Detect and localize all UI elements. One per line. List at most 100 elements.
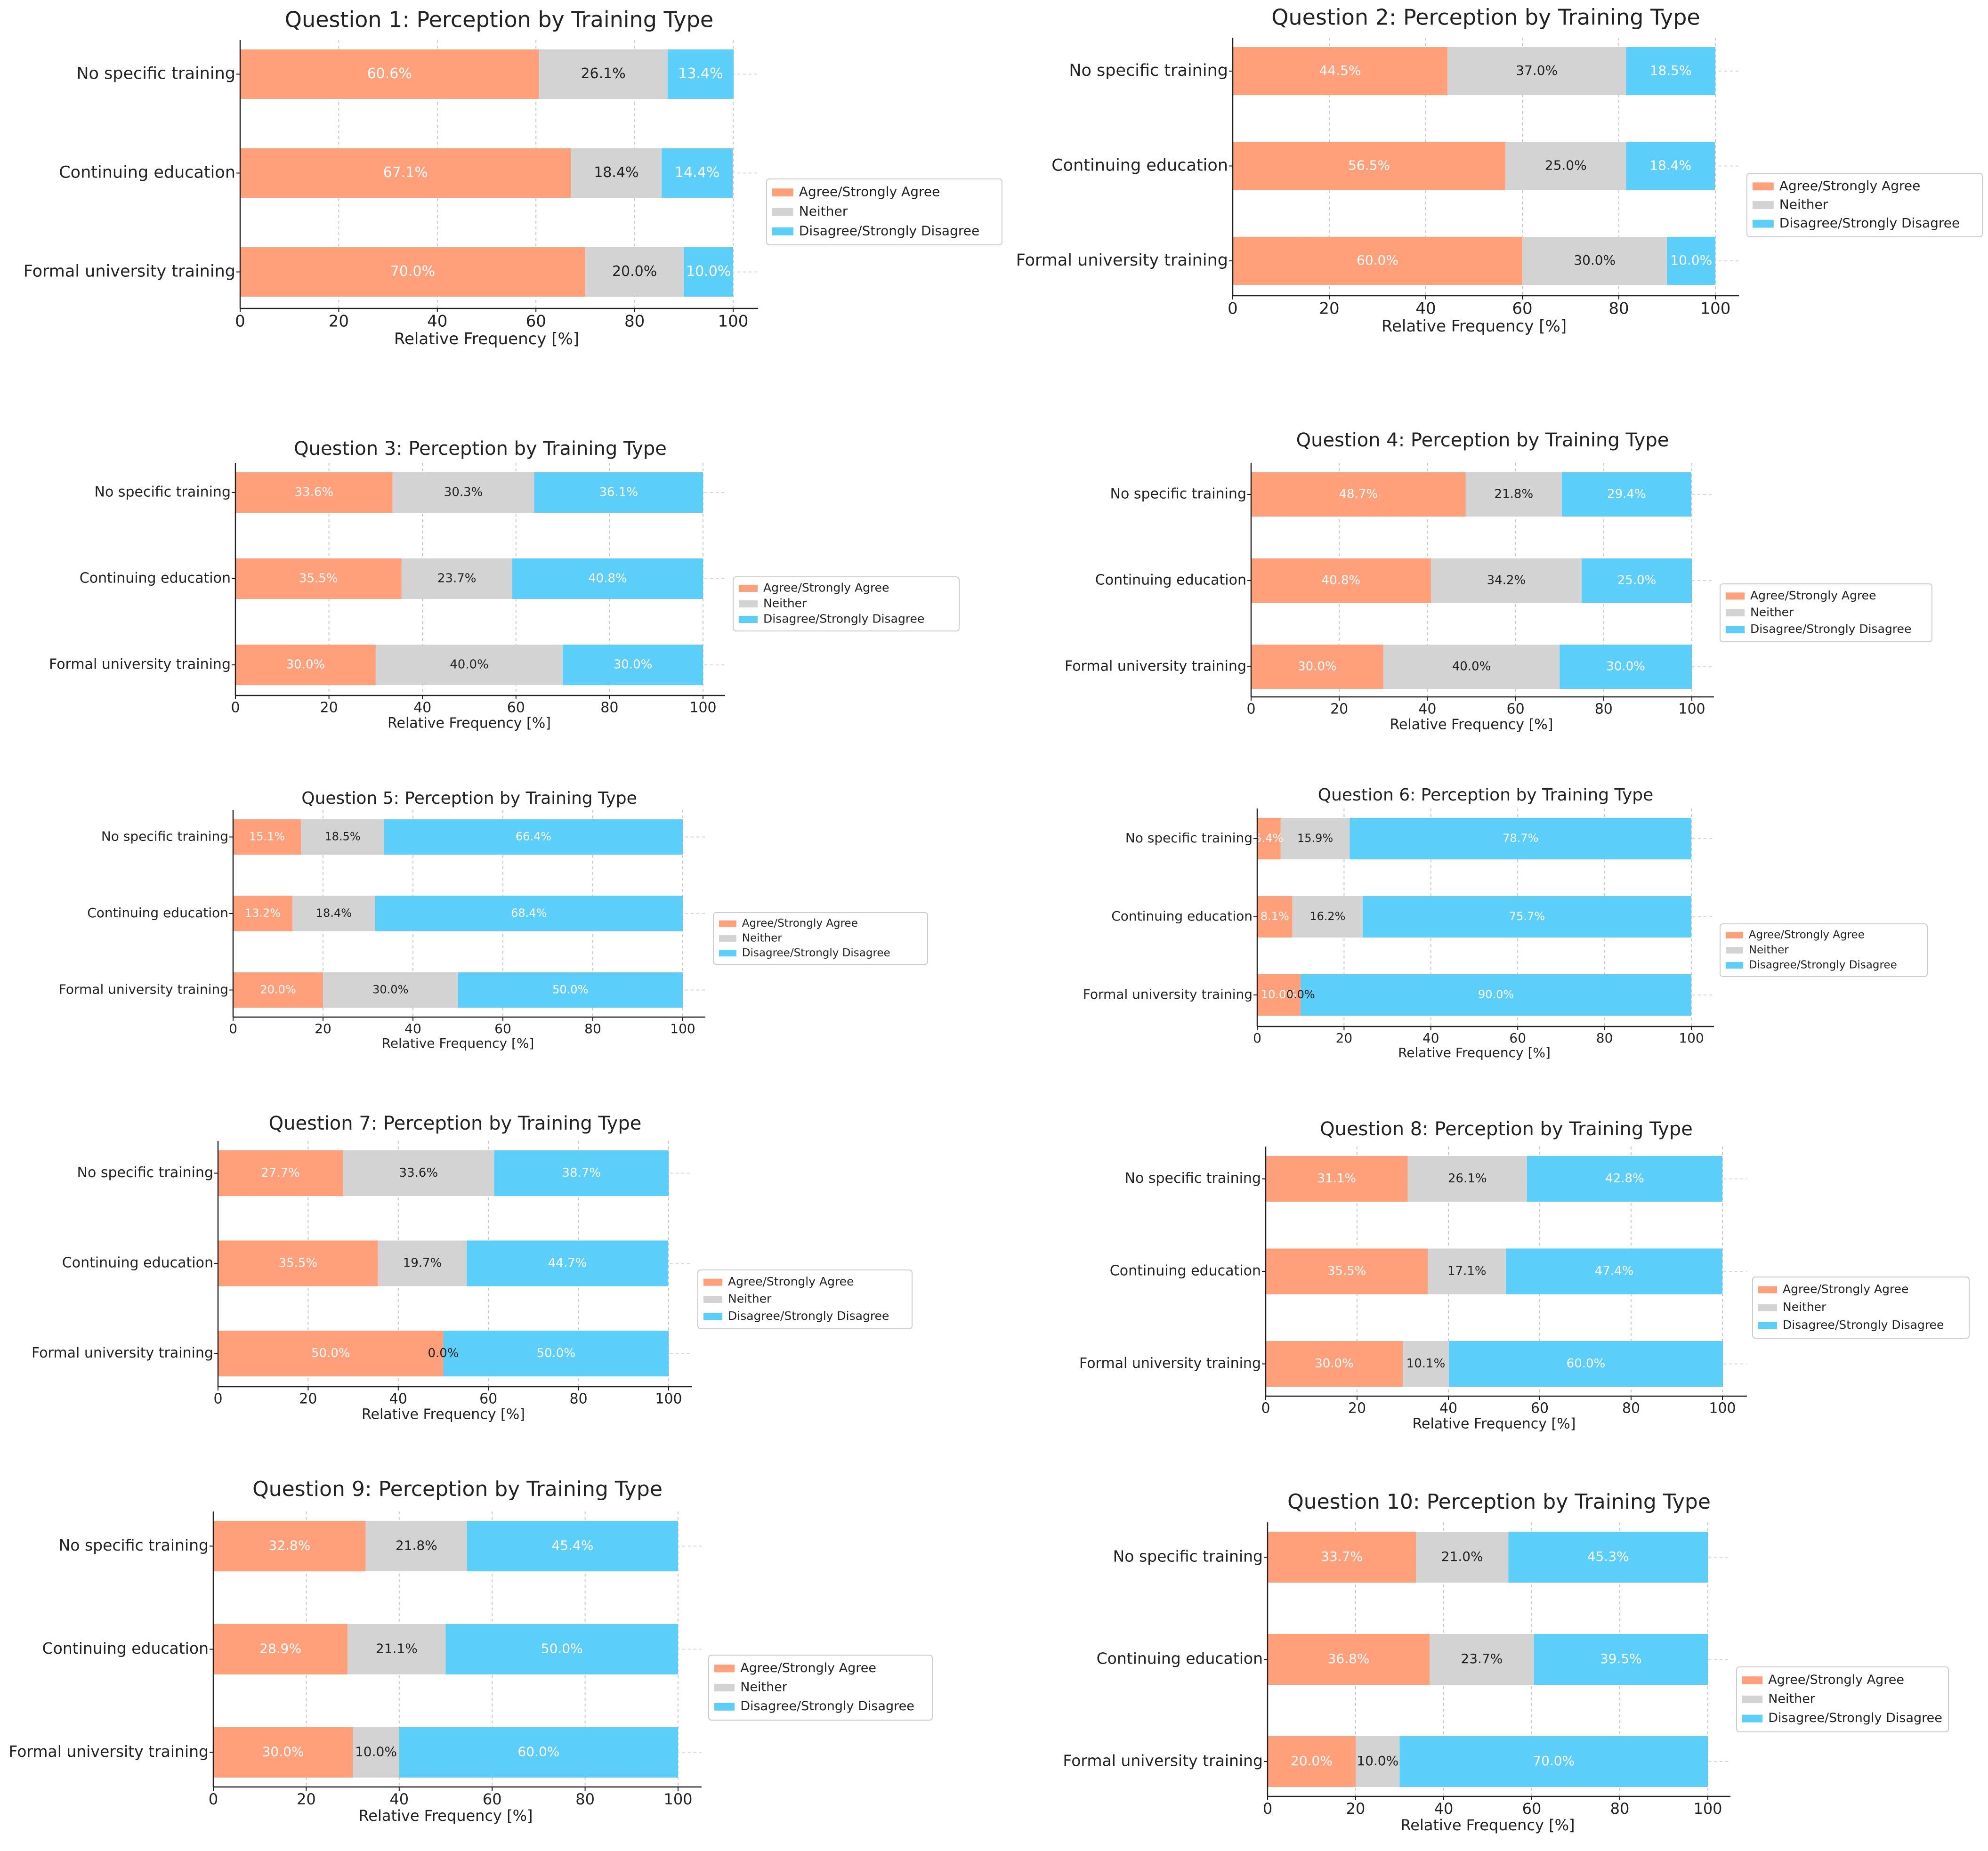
data-label: 50.0%: [536, 1346, 575, 1360]
data-label: 20.0%: [1291, 1753, 1333, 1769]
data-label: 36.1%: [599, 485, 638, 500]
x-tick-label: 20: [1348, 1400, 1366, 1417]
legend-swatch-disagree: [772, 227, 793, 235]
legend-frame: [1746, 173, 1983, 237]
no-specific-training-agree-segment: [235, 472, 393, 513]
formal-university-training-neither-segment: [323, 972, 458, 1008]
category-label: Continuing education: [80, 570, 231, 587]
continuing-education-agree-segment: [1233, 142, 1506, 190]
data-label: 34.2%: [1487, 574, 1526, 588]
data-label: 30.0%: [1315, 1357, 1354, 1371]
no-specific-training-neither-segment: [301, 819, 384, 855]
no-specific-training-agree-segment: [1268, 1532, 1416, 1583]
chart-question-10: Question 10: Perception by Training Type…: [1063, 1490, 1949, 1834]
data-label: 23.7%: [1461, 1651, 1503, 1666]
data-label: 30.0%: [286, 658, 325, 672]
data-label: 26.1%: [1448, 1172, 1487, 1186]
legend-swatch-disagree: [1753, 219, 1774, 228]
formal-university-training-agree-segment: [240, 247, 585, 297]
x-tick-label: 60: [1512, 299, 1532, 318]
x-tick-label: 60: [483, 1790, 502, 1808]
legend: Agree/Strongly Agree Neither Disagree/Stro…: [1720, 923, 1928, 977]
category-label: Continuing education: [87, 905, 228, 921]
no-specific-training-neither-segment: [1407, 1156, 1527, 1202]
data-label: 56.5%: [1348, 158, 1390, 173]
formal-university-training-neither-segment: [1383, 645, 1560, 689]
formal-university-training-neither-segment: [585, 247, 684, 297]
legend: Agree/Strongly Agree Neither Disagree/Stro…: [1752, 1277, 1970, 1339]
legend-label-disagree: Disagree/Strongly Disagree: [1749, 959, 1897, 971]
data-label: 30.3%: [444, 485, 483, 500]
x-tick-label: 100: [1678, 701, 1705, 718]
continuing-education-neither-segment: [1505, 142, 1626, 190]
chart-question-3: Question 3: Perception by Training Type 3…: [49, 438, 960, 732]
legend-swatch-agree: [1753, 182, 1774, 191]
legend-swatch-disagree: [1726, 962, 1743, 969]
data-label: 33.7%: [1321, 1549, 1363, 1564]
category-label: Formal university training: [49, 656, 231, 673]
no-specific-training-agree-segment: [233, 819, 301, 855]
x-axis-label: Relative Frequency [%]: [358, 1807, 533, 1825]
data-label: 35.5%: [1327, 1264, 1366, 1278]
formal-university-training-agree-segment: [218, 1331, 444, 1376]
x-tick-label: 40: [389, 1391, 407, 1407]
legend-swatch-agree: [1742, 1676, 1763, 1684]
legend-label-disagree: Disagree/Strongly Disagree: [742, 947, 890, 959]
x-tick-label: 20: [1330, 701, 1348, 718]
formal-university-training-disagree-segment: [1301, 974, 1691, 1016]
legend-swatch-neither: [1742, 1695, 1763, 1704]
data-label: 48.7%: [1339, 487, 1378, 501]
formal-university-training-disagree-segment: [443, 1331, 669, 1376]
chart-question-6: Question 6: Perception by Training Type 5…: [1083, 785, 1928, 1060]
x-tick-label: 60: [1507, 701, 1525, 718]
data-label: 42.8%: [1605, 1172, 1644, 1186]
data-label: 39.5%: [1600, 1651, 1642, 1666]
legend-swatch-disagree: [1758, 1322, 1777, 1329]
data-label: 29.4%: [1607, 487, 1646, 501]
data-label: 45.4%: [551, 1538, 593, 1553]
data-label: 40.8%: [588, 572, 627, 586]
x-tick-label: 80: [1595, 701, 1613, 718]
chart-question-2: Question 2: Perception by Training Type 4…: [1016, 5, 1983, 336]
x-tick-label: 20: [297, 1790, 316, 1808]
data-label: 47.4%: [1595, 1264, 1634, 1278]
legend-label-disagree: Disagree/Strongly Disagree: [1768, 1711, 1942, 1725]
x-tick-label: 0: [229, 1021, 237, 1036]
legend-frame: [713, 912, 928, 965]
x-tick-label: 80: [575, 1790, 595, 1808]
x-tick-label: 60: [494, 1021, 511, 1036]
legend-swatch-neither: [1758, 1304, 1777, 1311]
legend-swatch-agree: [719, 920, 736, 927]
legend-swatch-agree: [739, 585, 758, 592]
x-axis-label: Relative Frequency [%]: [1413, 1416, 1576, 1432]
no-specific-training-neither-segment: [1416, 1532, 1509, 1583]
legend-label-agree: Agree/Strongly Agree: [1768, 1673, 1904, 1687]
chart-title: Question 1: Perception by Training Type: [285, 7, 713, 32]
x-axis-label: Relative Frequency [%]: [1400, 1816, 1575, 1834]
legend-swatch-neither: [1726, 609, 1745, 616]
data-label: 17.1%: [1447, 1264, 1487, 1278]
data-label: 50.0%: [541, 1641, 583, 1657]
continuing-education-agree-segment: [240, 148, 571, 198]
x-tick-label: 40: [1418, 701, 1436, 718]
x-tick-label: 100: [1679, 1030, 1704, 1046]
category-label: Continuing education: [62, 1255, 213, 1271]
legend-swatch-neither: [772, 208, 793, 216]
data-label: 40.8%: [1322, 574, 1361, 588]
data-label: 15.9%: [1297, 832, 1333, 845]
continuing-education-agree-segment: [1251, 558, 1431, 603]
data-label: 45.3%: [1587, 1549, 1629, 1564]
formal-university-training-agree-segment: [1251, 645, 1383, 689]
no-specific-training-agree-segment: [1266, 1156, 1408, 1202]
data-label: 25.0%: [1545, 158, 1587, 173]
x-tick-label: 40: [389, 1790, 409, 1808]
continuing-education-agree-segment: [1266, 1248, 1428, 1294]
data-label: 20.0%: [612, 263, 657, 280]
continuing-education-neither-segment: [571, 148, 662, 198]
x-axis-label: Relative Frequency [%]: [362, 1406, 525, 1423]
category-label: Formal university training: [1083, 986, 1253, 1002]
no-specific-training-neither-segment: [1447, 47, 1626, 95]
data-label: 16.2%: [1309, 910, 1345, 923]
x-axis-label: Relative Frequency [%]: [382, 1035, 534, 1051]
